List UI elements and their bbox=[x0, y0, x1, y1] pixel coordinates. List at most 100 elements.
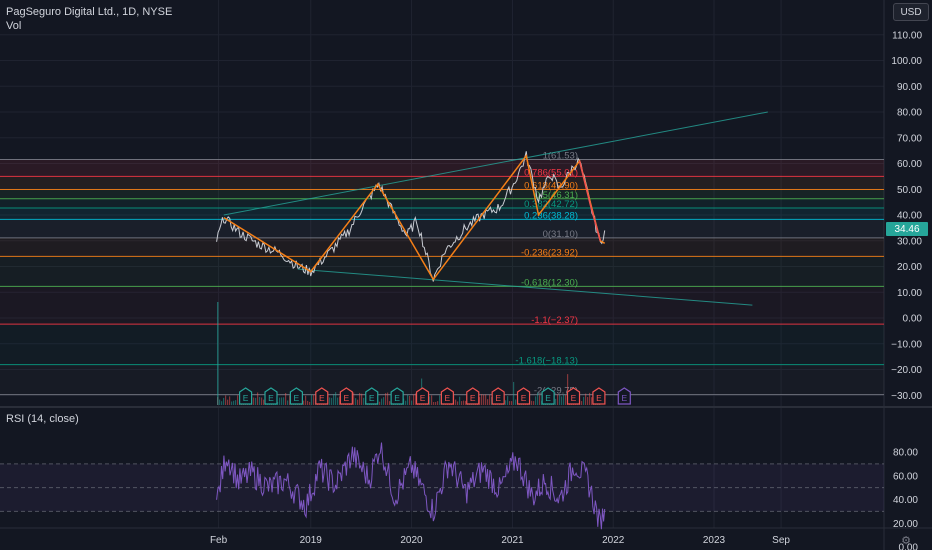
volume-bar bbox=[589, 392, 591, 405]
earnings-label: E bbox=[470, 393, 476, 403]
price-tick-label: 50.00 bbox=[897, 185, 922, 196]
volume-bar bbox=[313, 394, 315, 405]
fib-zone bbox=[0, 286, 884, 325]
trend-channel[interactable] bbox=[223, 111, 768, 306]
volume-bar bbox=[437, 401, 439, 405]
currency-button[interactable]: USD bbox=[893, 3, 929, 21]
price-tick-label: −20.00 bbox=[891, 365, 922, 376]
fib-retracement[interactable]: 1(61.53) 0.786(55.01) 0.618(49.90)0.5(46.3… bbox=[0, 151, 884, 397]
volume-bar bbox=[223, 397, 225, 405]
fib-level-label: 0.236(38.28) bbox=[524, 210, 578, 221]
volume-bar bbox=[587, 396, 589, 405]
volume-bar bbox=[481, 394, 483, 405]
pattern-drawing[interactable] bbox=[223, 154, 606, 281]
volume-bar bbox=[231, 401, 233, 405]
price-tick-label: 70.00 bbox=[897, 133, 922, 144]
volume-bar bbox=[331, 397, 333, 405]
fib-zone bbox=[0, 189, 884, 199]
earnings-label: E bbox=[344, 393, 350, 403]
price-tick-label: 20.00 bbox=[897, 262, 922, 273]
volume-bar bbox=[583, 396, 585, 405]
price-line bbox=[216, 151, 606, 282]
earnings-badge bbox=[315, 387, 329, 405]
volume-bar bbox=[221, 401, 223, 405]
volume-bar bbox=[567, 374, 569, 405]
volume-bar bbox=[505, 400, 507, 405]
earnings-label: E bbox=[268, 393, 274, 403]
volume-bar bbox=[513, 381, 515, 405]
volume-bar bbox=[531, 400, 533, 405]
volume-bar bbox=[227, 399, 229, 405]
volume-bar bbox=[415, 393, 417, 405]
volume-bar bbox=[225, 395, 227, 405]
vertical-gridlines bbox=[218, 0, 782, 528]
earnings-label: E bbox=[369, 393, 375, 403]
volume-bar bbox=[261, 397, 263, 405]
volume-bar bbox=[229, 396, 231, 405]
earnings-badge bbox=[415, 387, 430, 405]
earnings-badge bbox=[264, 387, 278, 405]
earnings-marker: E bbox=[415, 387, 430, 405]
earnings-badge bbox=[339, 387, 353, 405]
earnings-badge bbox=[365, 387, 379, 405]
time-tick-label: 2021 bbox=[501, 535, 524, 546]
earnings-badge bbox=[239, 387, 253, 405]
volume-bar bbox=[407, 394, 409, 405]
volume-bar bbox=[289, 395, 291, 405]
price-axis[interactable]: 110.00 100.00 90.00 80.00 70.00 60.00 50.00 40.… bbox=[891, 30, 922, 402]
earnings-badge bbox=[440, 387, 454, 405]
volume-bar bbox=[357, 399, 359, 405]
volume-bar bbox=[237, 395, 239, 405]
volume-bar bbox=[389, 401, 391, 405]
volume-bar bbox=[465, 400, 467, 405]
fib-zone bbox=[0, 364, 884, 395]
volume-bar bbox=[385, 393, 387, 405]
gear-icon[interactable]: ⚙ bbox=[901, 535, 911, 547]
rsi-tick-label: 80.00 bbox=[893, 448, 918, 459]
volume-bar bbox=[563, 394, 565, 405]
volume-bar bbox=[585, 393, 587, 405]
volume-bar bbox=[431, 395, 433, 405]
volume-bar bbox=[459, 396, 461, 405]
volume-bar bbox=[235, 400, 237, 405]
volume-bar bbox=[361, 393, 363, 405]
rsi-axis[interactable]: 80.00 60.00 40.00 20.00 0.00 bbox=[893, 448, 918, 550]
fib-zone bbox=[0, 256, 884, 287]
earnings-marker: E bbox=[289, 387, 303, 405]
earnings-marker: E bbox=[592, 387, 606, 405]
volume-bar bbox=[535, 396, 537, 405]
pattern-decline-line bbox=[578, 160, 602, 241]
volume-bar bbox=[359, 392, 361, 405]
volume-bar bbox=[255, 397, 257, 405]
volume-bar bbox=[387, 392, 389, 405]
earnings-marker: E bbox=[617, 387, 631, 405]
volume-bar bbox=[457, 401, 459, 405]
volume-bar bbox=[591, 397, 593, 405]
volume-bar bbox=[311, 394, 313, 405]
volume-bar bbox=[353, 392, 355, 405]
price-tick-label: 0.00 bbox=[903, 314, 923, 325]
fib-level-label: 0(31.10) bbox=[543, 229, 578, 240]
earnings-marker: E bbox=[365, 387, 379, 405]
earnings-marker: E bbox=[466, 387, 480, 405]
volume-bar bbox=[487, 399, 489, 405]
volume-bar bbox=[433, 401, 435, 405]
volume-bar bbox=[533, 401, 535, 405]
earnings-label: E bbox=[243, 393, 249, 403]
volume-bar bbox=[233, 400, 235, 405]
fib-level-label: 0.786(55.01) bbox=[524, 167, 578, 178]
volume-bar bbox=[455, 399, 457, 405]
earnings-badge bbox=[516, 387, 531, 405]
volume-bar bbox=[439, 395, 441, 405]
volume-bar bbox=[253, 397, 255, 405]
earnings-badge bbox=[390, 387, 404, 405]
volume-bar bbox=[461, 401, 463, 405]
volume-bar bbox=[287, 400, 289, 405]
volume-bar bbox=[285, 393, 287, 405]
time-axis[interactable]: Feb 2019 2020 2021 2022 2023 Sep ⚙ bbox=[210, 535, 911, 547]
fib-level-label: 0.382(42.72) bbox=[524, 199, 578, 210]
volume-bar bbox=[283, 397, 285, 405]
rsi-tick-label: 0.00 bbox=[899, 543, 919, 550]
